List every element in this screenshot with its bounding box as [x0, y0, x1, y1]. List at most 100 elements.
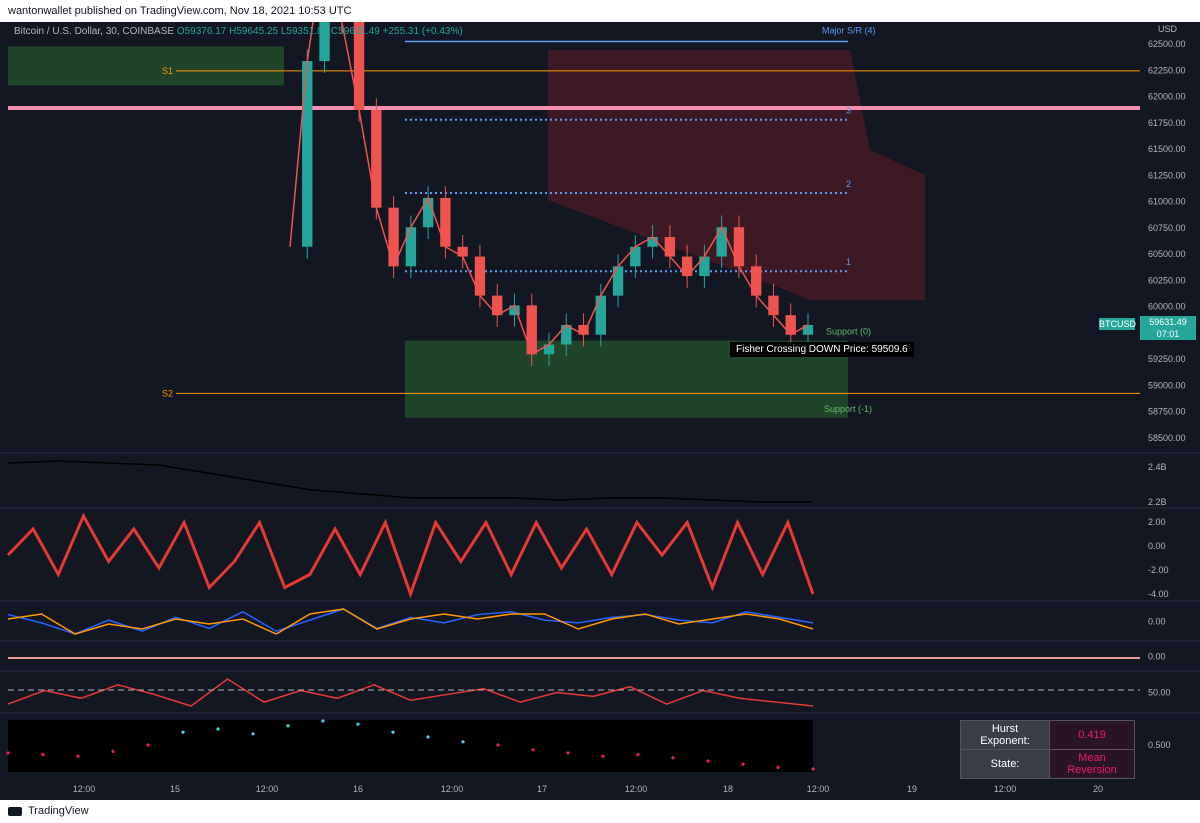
scatter-point	[741, 762, 745, 766]
candle	[716, 227, 727, 257]
y-tick: 62500.00	[1148, 39, 1186, 49]
candle	[802, 324, 814, 335]
series-line	[7, 608, 814, 635]
y-tick: 62250.00	[1148, 65, 1186, 75]
level1-label: 1	[846, 257, 851, 267]
y-tick: 61500.00	[1148, 144, 1186, 154]
candle	[353, 22, 365, 110]
y-tick: 58750.00	[1148, 407, 1186, 417]
scatter-point	[286, 724, 290, 728]
last-price-badge: 59631.49 07:01	[1140, 316, 1196, 340]
scatter-point	[811, 767, 815, 771]
level2-label: 2	[846, 179, 851, 189]
y-tick: 2.00	[1148, 517, 1166, 527]
hurst-label: Hurst Exponent:	[960, 720, 1050, 750]
x-tick: 18	[723, 784, 733, 794]
last-price: 59631.49	[1149, 317, 1187, 327]
candle	[474, 256, 486, 296]
ohlc-legend: Bitcoin / U.S. Dollar, 30, COINBASE O593…	[14, 26, 463, 37]
scatter-point	[601, 754, 605, 758]
support0-label: Support (0)	[826, 327, 871, 337]
close-value: C59631.49	[330, 26, 380, 37]
hurst-panel-bg	[8, 720, 813, 772]
y-tick: 2.4B	[1148, 462, 1167, 472]
y-tick: 61750.00	[1148, 118, 1186, 128]
major-sr-label: Major S/R (4)	[822, 26, 876, 36]
y-tick: 0.00	[1148, 617, 1166, 627]
scatter-point	[41, 753, 45, 757]
candle	[630, 246, 641, 267]
scatter-point	[76, 754, 80, 758]
x-tick: 20	[1093, 784, 1103, 794]
scatter-point	[181, 730, 185, 734]
x-tick: 15	[170, 784, 180, 794]
price-line	[289, 22, 809, 356]
candle	[664, 237, 676, 257]
candle	[371, 109, 382, 208]
resistance-cloud	[548, 50, 925, 300]
scatter-point	[251, 732, 255, 736]
series-line	[7, 608, 814, 635]
candle	[699, 256, 710, 277]
x-tick: 12:00	[441, 784, 464, 794]
candle	[733, 227, 745, 267]
currency-label: USD	[1158, 24, 1178, 34]
candle	[492, 295, 503, 316]
candle	[578, 324, 589, 335]
tradingview-logo-icon	[8, 806, 22, 816]
scatter-point	[321, 719, 325, 723]
x-tick: 19	[907, 784, 917, 794]
x-tick: 12:00	[625, 784, 648, 794]
scatter-point	[146, 743, 150, 747]
y-tick: 60250.00	[1148, 275, 1186, 285]
y-tick: 58500.00	[1148, 433, 1186, 443]
y-tick: 2.2B	[1148, 497, 1167, 507]
upper-zone	[8, 46, 284, 86]
scatter-point	[706, 759, 710, 763]
candle	[302, 61, 313, 247]
candle	[785, 315, 796, 335]
candle	[457, 246, 468, 257]
scatter-point	[216, 727, 220, 731]
scatter-point	[566, 751, 570, 755]
y-tick: 60750.00	[1148, 223, 1186, 233]
support-m1-label: Support (-1)	[824, 404, 872, 414]
scatter-point	[496, 743, 500, 747]
candle	[405, 227, 417, 267]
x-tick: 12:00	[73, 784, 96, 794]
candle	[319, 22, 330, 62]
scatter-point	[776, 765, 780, 770]
series-line	[7, 678, 814, 707]
x-tick: 12:00	[256, 784, 279, 794]
candle	[768, 295, 779, 316]
chart[interactable]: Major S/R (4) 3 2 1 Support (0) Support (-1) S…	[0, 22, 1200, 800]
y-tick: 0.00	[1148, 652, 1166, 662]
main-panel-bg	[0, 22, 1200, 452]
state-value: Mean Reversion	[1049, 749, 1135, 779]
candle	[681, 256, 693, 277]
candle	[751, 266, 762, 296]
y-tick: 50.00	[1148, 688, 1171, 698]
candle	[612, 266, 624, 296]
low-value: L59351.83	[280, 26, 329, 37]
scatter-point	[636, 753, 640, 757]
ticker-badge: BTCUSD	[1099, 318, 1137, 330]
y-tick: 62000.00	[1148, 92, 1186, 102]
y-tick: 60500.00	[1148, 249, 1186, 259]
hurst-value: 0.419	[1049, 720, 1135, 750]
candle	[388, 207, 399, 267]
scatter-point	[671, 756, 675, 760]
y-tick: -4.00	[1148, 589, 1169, 599]
state-label: State:	[960, 749, 1050, 779]
y-tick: 0.00	[1148, 541, 1166, 551]
footer: TradingView	[0, 800, 1200, 823]
scatter-point	[6, 751, 10, 755]
level3-label: 3	[846, 106, 851, 116]
scatter-point	[531, 748, 535, 752]
candle	[440, 197, 451, 247]
candle	[647, 237, 658, 247]
change-value: +255.31 (+0.43%)	[382, 26, 463, 37]
candle	[422, 197, 434, 228]
publisher-text: wantonwallet published on TradingView.co…	[8, 5, 352, 17]
x-tick: 12:00	[994, 784, 1017, 794]
